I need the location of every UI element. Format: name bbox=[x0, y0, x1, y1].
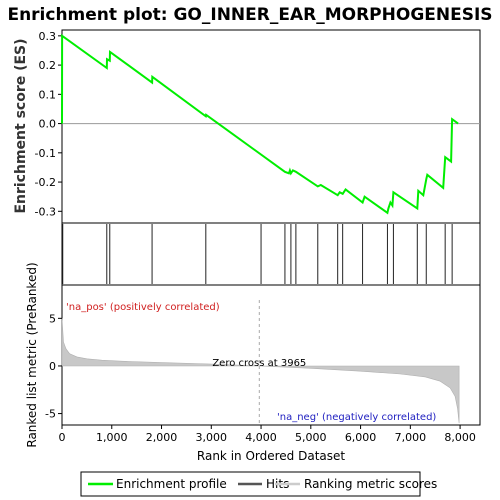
rank-y-tick-label: 5 bbox=[49, 312, 56, 325]
legend-label-ranking-metric: Ranking metric scores bbox=[304, 477, 437, 491]
chart-title: Enrichment plot: GO_INNER_EAR_MORPHOGENE… bbox=[7, 5, 492, 25]
x-tick-label: 1,000 bbox=[96, 431, 128, 444]
es-y-tick-label: -0.1 bbox=[35, 147, 56, 160]
x-tick-label: 6,000 bbox=[345, 431, 377, 444]
enrichment-score-panel: 0.3 0.2 0.1 0.0 -0.1 -0.2 -0.3 Enrichment scor… bbox=[13, 30, 480, 223]
x-axis: 0 1,000 2,000 3,000 4,000 5,000 6,000 7,000 8,00… bbox=[59, 425, 476, 444]
es-y-axis-label: Enrichment score (ES) bbox=[13, 38, 29, 213]
x-tick-label: 5,000 bbox=[295, 431, 327, 444]
es-y-tick-label: 0.0 bbox=[39, 118, 57, 131]
x-tick-label: 2,000 bbox=[146, 431, 178, 444]
x-tick-label: 8,000 bbox=[444, 431, 476, 444]
es-y-tick-label: -0.3 bbox=[35, 205, 56, 218]
x-tick-label: 7,000 bbox=[395, 431, 427, 444]
ranking-metric-panel: 50-5 Zero cross at 3965 'na_pos' (positi… bbox=[25, 262, 480, 447]
negative-correlation-label: 'na_neg' (negatively correlated) bbox=[277, 412, 436, 423]
legend: Enrichment profile Hits Ranking metric s… bbox=[81, 472, 437, 496]
es-y-tick-label: 0.2 bbox=[39, 59, 57, 72]
hits-panel bbox=[62, 223, 480, 285]
es-y-tick-label: -0.2 bbox=[35, 176, 56, 189]
x-tick-label: 3,000 bbox=[196, 431, 228, 444]
positive-correlation-label: 'na_pos' (positively correlated) bbox=[66, 302, 220, 313]
x-axis-label: Rank in Ordered Dataset bbox=[197, 449, 345, 463]
rank-y-ticks: 5 0 -5 bbox=[45, 312, 62, 420]
rank-y-axis-label: Ranked list metric (PreRanked) bbox=[25, 262, 39, 447]
rank-y-tick-label: 0 bbox=[49, 360, 56, 373]
es-y-tick-label: 0.3 bbox=[39, 30, 57, 43]
x-tick-label: 4,000 bbox=[245, 431, 277, 444]
zero-cross-label: Zero cross at 3965 bbox=[212, 358, 306, 369]
x-tick-label: 0 bbox=[59, 431, 66, 444]
legend-label-enrichment-profile: Enrichment profile bbox=[116, 477, 227, 491]
rank-y-tick-label: -5 bbox=[45, 408, 56, 421]
es-y-tick-label: 0.1 bbox=[39, 88, 57, 101]
es-y-ticks: 0.3 0.2 0.1 0.0 -0.1 -0.2 -0.3 bbox=[35, 30, 62, 218]
